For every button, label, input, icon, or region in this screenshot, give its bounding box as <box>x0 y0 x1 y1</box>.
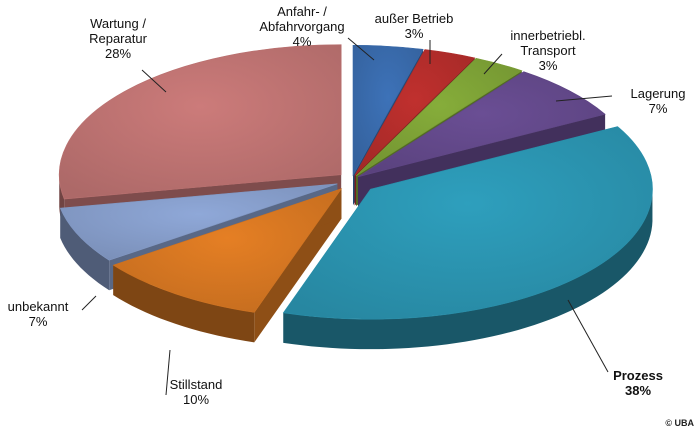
pie-slice-7 <box>58 44 342 200</box>
slice-name-label-1: außer Betrieb <box>375 11 454 26</box>
slice-value-label-6: 7% <box>29 314 48 329</box>
pie-slice-0 <box>352 44 424 177</box>
slice-name-label-7: Reparatur <box>89 31 147 46</box>
slice-name-label-5: Stillstand <box>170 377 223 392</box>
copyright-label: © UBA <box>665 418 694 428</box>
slice-name-label-0: Abfahrvorgang <box>259 19 344 34</box>
slice-tops <box>58 44 653 320</box>
slice-name-label-2: innerbetriebl. <box>510 28 585 43</box>
slice-value-label-3: 7% <box>649 101 668 116</box>
slice-value-label-5: 10% <box>183 392 209 407</box>
leader-line-0 <box>347 37 375 61</box>
slice-value-label-4: 38% <box>625 383 651 398</box>
slice-name-label-7: Wartung / <box>90 16 146 31</box>
pie-slice-4 <box>282 126 653 320</box>
leader-line-3 <box>555 95 613 102</box>
slice-name-label-0: Anfahr- / <box>277 4 327 19</box>
slice-name-label-2: Transport <box>520 43 576 58</box>
leader-line-2 <box>483 53 503 75</box>
pie-slice-1 <box>354 49 476 176</box>
pie-slice-3 <box>357 71 606 178</box>
pie-slice-6 <box>59 183 338 261</box>
pie-slice-5 <box>112 188 343 313</box>
slice-value-label-2: 3% <box>539 58 558 73</box>
slice-name-label-4: Prozess <box>613 368 663 383</box>
slice-value-label-7: 28% <box>105 46 131 61</box>
leader-line-4 <box>567 299 609 373</box>
leader-line-5 <box>165 349 171 396</box>
slice-value-label-1: 3% <box>405 26 424 41</box>
slice-name-label-3: Lagerung <box>631 86 686 101</box>
slice-value-label-0: 4% <box>293 34 312 49</box>
leader-line-7 <box>141 69 167 93</box>
pie-slice-2 <box>355 57 523 177</box>
slice-name-label-6: unbekannt <box>8 299 69 314</box>
leader-line-6 <box>81 295 97 311</box>
